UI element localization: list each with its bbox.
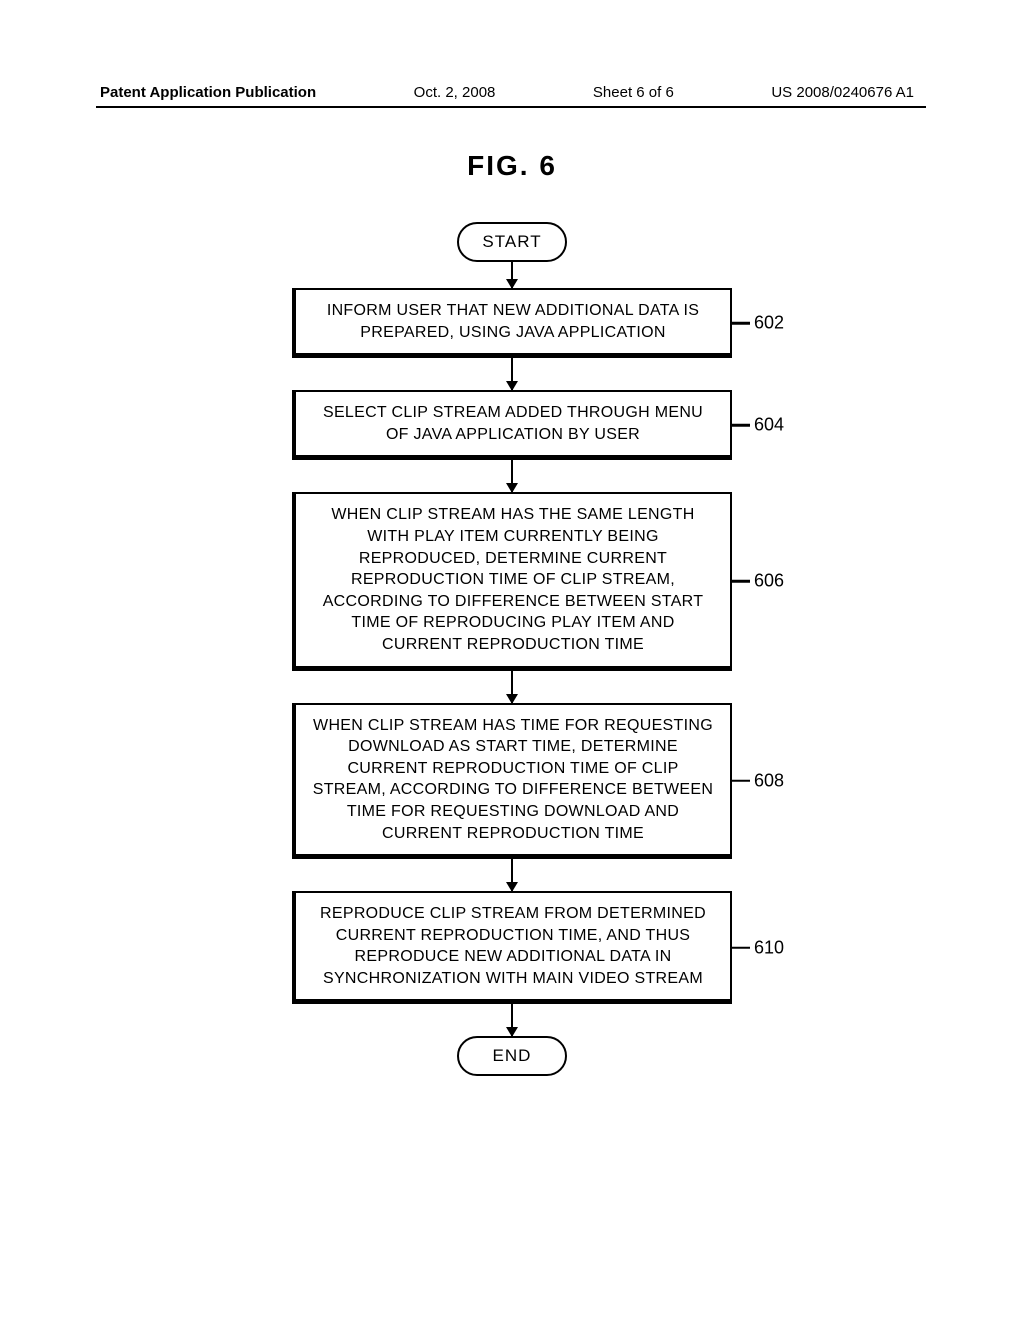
arrow [511,1004,514,1036]
publication-number: US 2008/0240676 A1 [771,84,914,101]
end-terminal: END [457,1036,567,1076]
step-606-ref: 606 [754,571,784,592]
step-606-box: WHEN CLIP STREAM HAS THE SAME LENGTH WIT… [292,492,732,670]
ref-tick [732,947,750,950]
step-610-wrap: REPRODUCE CLIP STREAM FROM DETERMINED CU… [0,891,1024,1004]
sheet-number: Sheet 6 of 6 [593,84,674,101]
header-rule [96,106,926,108]
ref-tick [732,780,750,783]
step-608-box: WHEN CLIP STREAM HAS TIME FOR REQUESTING… [292,703,732,860]
step-610-ref: 610 [754,937,784,958]
publication-date: Oct. 2, 2008 [414,84,496,101]
step-602-box: INFORM USER THAT NEW ADDITIONAL DATA IS … [292,288,732,358]
page-header: Patent Application Publication Oct. 2, 2… [0,84,1024,101]
step-604-box: SELECT CLIP STREAM ADDED THROUGH MENU OF… [292,390,732,460]
step-602-ref: 602 [754,313,784,334]
ref-tick [732,322,750,325]
step-608-ref: 608 [754,770,784,791]
step-604-wrap: SELECT CLIP STREAM ADDED THROUGH MENU OF… [0,390,1024,460]
publication-label: Patent Application Publication [100,84,316,101]
step-606-wrap: WHEN CLIP STREAM HAS THE SAME LENGTH WIT… [0,492,1024,670]
flowchart: START INFORM USER THAT NEW ADDITIONAL DA… [0,222,1024,1076]
step-602-wrap: INFORM USER THAT NEW ADDITIONAL DATA IS … [0,288,1024,358]
step-610-box: REPRODUCE CLIP STREAM FROM DETERMINED CU… [292,891,732,1004]
start-terminal: START [457,222,567,262]
step-608-wrap: WHEN CLIP STREAM HAS TIME FOR REQUESTING… [0,703,1024,860]
arrow [511,358,514,390]
arrow [511,859,514,891]
arrow [511,460,514,492]
ref-tick [732,580,750,583]
figure-title: FIG. 6 [0,150,1024,182]
arrow [511,671,514,703]
step-604-ref: 604 [754,415,784,436]
arrow [511,262,514,288]
ref-tick [732,424,750,427]
